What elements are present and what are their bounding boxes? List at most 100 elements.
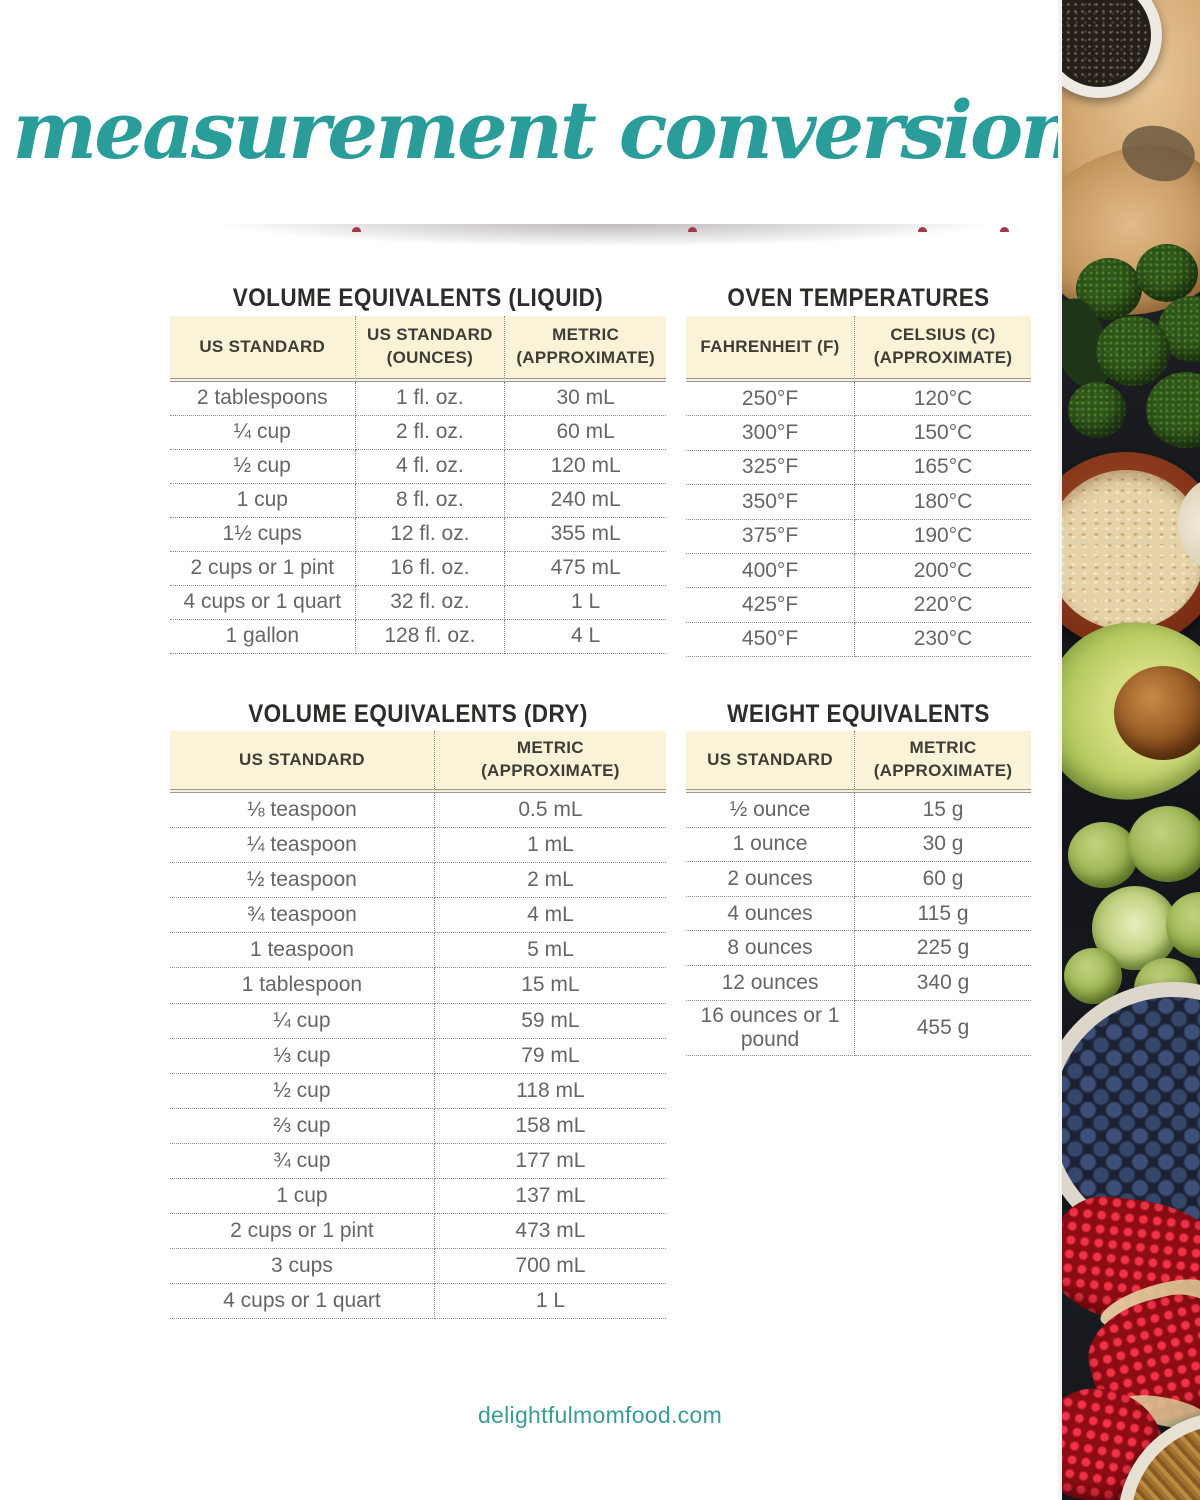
table-cell: 2 tablespoons bbox=[170, 382, 356, 416]
table-cell: 2 mL bbox=[434, 863, 666, 899]
table-cell: 450°F bbox=[686, 622, 856, 658]
table-cell: ½ cup bbox=[170, 1073, 435, 1109]
table-cell: 4 fl. oz. bbox=[355, 450, 506, 484]
liquid-volume-table: US STANDARD US STANDARD (OUNCES) METRIC (A… bbox=[170, 316, 666, 654]
table-cell: 220°C bbox=[855, 588, 1031, 623]
liquid-table-title: VOLUME EQUIVALENTS (LIQUID) bbox=[232, 284, 604, 312]
photo-broccoli bbox=[1068, 382, 1126, 438]
table-cell: 16 fl. oz. bbox=[355, 552, 506, 586]
decor-speck bbox=[918, 227, 927, 232]
table-cell: 1 ounce bbox=[686, 827, 856, 863]
photo-oat-flakes bbox=[1062, 470, 1200, 630]
table-cell: ¾ cup bbox=[170, 1143, 435, 1180]
table-cell: ¼ cup bbox=[170, 416, 356, 450]
table-cell: 1 tablespoon bbox=[170, 968, 435, 1004]
table-cell: 1 gallon bbox=[170, 620, 356, 654]
table-cell: ½ ounce bbox=[686, 793, 856, 828]
oven-temperatures-table: FAHRENHEIT (F) CELSIUS (C) (APPROXIMATE) 2… bbox=[686, 316, 1031, 658]
column-header: METRIC (APPROXIMATE) bbox=[855, 731, 1031, 793]
website-url: delightfulmomfood.com bbox=[477, 1402, 723, 1428]
table-cell: 4 L bbox=[505, 620, 666, 654]
dry-volume-table: US STANDARD METRIC (APPROXIMATE) ⅛ teaspoo… bbox=[170, 731, 666, 1320]
table-cell: 325°F bbox=[686, 450, 856, 486]
table-cell: ½ teaspoon bbox=[170, 863, 435, 899]
page-title: measurement conversions bbox=[12, 83, 1121, 177]
table-cell: 2 fl. oz. bbox=[355, 416, 506, 450]
table-cell: 475 mL bbox=[505, 552, 666, 586]
table-cell: 1 L bbox=[434, 1284, 666, 1320]
photo-brussels-sprout bbox=[1128, 806, 1200, 882]
table-cell: 15 g bbox=[855, 793, 1031, 828]
decor-speck bbox=[352, 227, 361, 232]
photo-broccoli bbox=[1146, 372, 1200, 448]
column-header: METRIC (APPROXIMATE) bbox=[434, 731, 666, 793]
table-cell: ¼ cup bbox=[170, 1003, 435, 1039]
table-cell: 2 cups or 1 pint bbox=[170, 1214, 435, 1250]
table-cell: 137 mL bbox=[434, 1179, 666, 1215]
column-header: US STANDARD bbox=[170, 731, 435, 793]
table-cell: 79 mL bbox=[434, 1039, 666, 1074]
table-cell: 1 teaspoon bbox=[170, 933, 435, 969]
table-cell: 250°F bbox=[686, 382, 856, 417]
table-cell: 1 L bbox=[505, 586, 666, 620]
dry-table-title: VOLUME EQUIVALENTS (DRY) bbox=[248, 700, 588, 728]
table-cell: ¾ teaspoon bbox=[170, 898, 435, 934]
table-cell: 30 g bbox=[855, 828, 1031, 863]
table-cell: 4 ounces bbox=[686, 896, 856, 932]
table-cell: 455 g bbox=[855, 1001, 1031, 1056]
table-cell: 60 mL bbox=[505, 416, 666, 450]
table-cell: 473 mL bbox=[434, 1214, 666, 1250]
food-photo-strip bbox=[1058, 0, 1200, 1500]
table-cell: 128 fl. oz. bbox=[355, 620, 506, 654]
table-cell: 300°F bbox=[686, 416, 856, 451]
table-cell: 158 mL bbox=[434, 1109, 666, 1144]
table-cell: 190°C bbox=[855, 520, 1031, 554]
photo-broccoli bbox=[1096, 316, 1170, 386]
table-cell: 32 fl. oz. bbox=[355, 586, 506, 620]
table-cell: 355 mL bbox=[505, 518, 666, 552]
photo-broccoli bbox=[1076, 258, 1142, 320]
table-cell: 1 mL bbox=[434, 828, 666, 864]
table-cell: ⅓ cup bbox=[170, 1038, 435, 1074]
column-header: US STANDARD bbox=[170, 316, 356, 382]
column-header: CELSIUS (C) (APPROXIMATE) bbox=[855, 316, 1031, 382]
oven-table-title: OVEN TEMPERATURES bbox=[727, 284, 990, 312]
table-cell: 12 fl. oz. bbox=[355, 518, 506, 552]
table-cell: ⅛ teaspoon bbox=[170, 793, 435, 829]
table-cell: 0.5 mL bbox=[434, 793, 666, 829]
table-cell: 60 g bbox=[855, 862, 1031, 897]
table-cell: 2 cups or 1 pint bbox=[170, 552, 356, 586]
page-fold-shadow bbox=[192, 224, 1020, 250]
column-header: US STANDARD bbox=[686, 731, 856, 793]
table-cell: 4 mL bbox=[434, 898, 666, 934]
table-cell: 115 g bbox=[855, 897, 1031, 932]
table-cell: 230°C bbox=[855, 623, 1031, 658]
photo-chia-seeds-bowl bbox=[1062, 0, 1162, 98]
table-cell: 118 mL bbox=[434, 1074, 666, 1109]
table-cell: 3 cups bbox=[170, 1249, 435, 1285]
table-cell: 700 mL bbox=[434, 1249, 666, 1285]
photo-brussels-sprout bbox=[1068, 822, 1138, 888]
table-cell: 4 cups or 1 quart bbox=[170, 586, 356, 620]
photo-avocado-pit bbox=[1114, 666, 1200, 760]
column-header: METRIC (APPROXIMATE) bbox=[505, 316, 666, 382]
table-cell: 4 cups or 1 quart bbox=[170, 1284, 435, 1320]
photo-brussels-sprout bbox=[1064, 948, 1122, 1004]
weight-table-title: WEIGHT EQUIVALENTS bbox=[727, 700, 990, 728]
table-cell: 16 ounces or 1 pound bbox=[686, 1000, 856, 1056]
table-cell: 30 mL bbox=[505, 382, 666, 416]
table-cell: 375°F bbox=[686, 519, 856, 554]
table-cell: 1 cup bbox=[170, 484, 356, 518]
table-cell: 120°C bbox=[855, 382, 1031, 417]
table-cell: 1 cup bbox=[170, 1179, 435, 1215]
table-cell: 180°C bbox=[855, 485, 1031, 520]
table-cell: 240 mL bbox=[505, 484, 666, 518]
weight-equivalents-table: US STANDARD METRIC (APPROXIMATE) ½ ounce 15… bbox=[686, 731, 1031, 1056]
table-cell: 8 fl. oz. bbox=[355, 484, 506, 518]
table-cell: 150°C bbox=[855, 416, 1031, 451]
table-cell: 59 mL bbox=[434, 1004, 666, 1039]
table-cell: 2 ounces bbox=[686, 862, 856, 897]
table-cell: ⅔ cup bbox=[170, 1108, 435, 1144]
table-cell: 177 mL bbox=[434, 1144, 666, 1180]
